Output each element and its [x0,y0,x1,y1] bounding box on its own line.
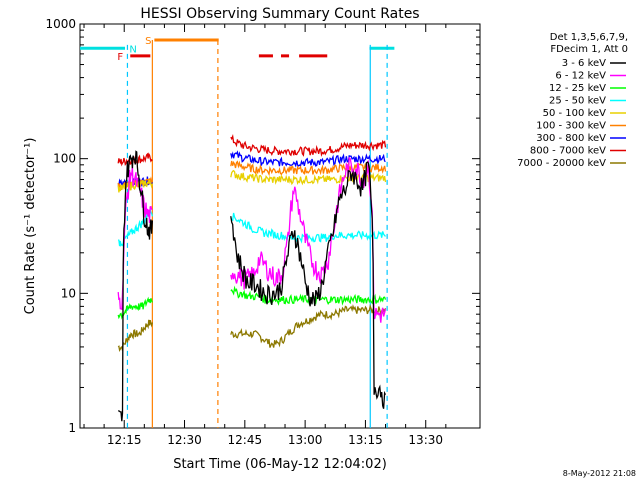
legend-entry-label: 7000 - 20000 keV [517,158,606,169]
series-line [117,319,154,352]
y-tick-label: 1 [68,421,76,435]
x-axis-label: Start Time (06-May-12 12:04:02) [173,457,387,472]
legend-entry-label: 6 - 12 keV [555,71,606,82]
legend-entry-label: 800 - 7000 keV [530,146,606,157]
x-tick-label: 12:15 [107,433,142,447]
y-tick-label: 1000 [45,17,76,31]
series-line [230,212,386,244]
x-tick-label: 12:30 [167,433,202,447]
legend-entry-label: 3 - 6 keV [562,58,606,69]
series-line [230,150,386,168]
axes: 1 10 100 1000 12:15 12:30 12:45 13:00 13:15 13:30 [45,17,480,447]
legend-entry-label: 25 - 50 keV [549,96,606,107]
legend-entry-label: 50 - 100 keV [543,108,607,119]
series-line [230,160,387,177]
x-tick-label: 13:00 [288,433,323,447]
series-line [117,296,153,320]
flag-label: N [129,44,136,55]
series-line [230,156,387,323]
x-tick-label: 12:45 [228,433,263,447]
x-tick-label: 13:30 [408,433,443,447]
plot-area: FNS [80,36,395,428]
y-axis-label: Count Rate (s⁻¹ detector⁻¹) [23,138,38,315]
legend-entry-label: 100 - 300 keV [536,121,606,132]
date-stamp: 8-May-2012 21:08 [563,469,636,478]
series-line [230,285,387,306]
series-line [230,304,387,348]
y-tick-label: 100 [53,152,76,166]
x-tick-label: 13:15 [348,433,383,447]
legend-header: FDecim 1, Att 0 [550,44,628,55]
legend-entry-label: 12 - 25 keV [549,83,606,94]
series-line [117,150,154,422]
legend-header: Det 1,3,5,6,7,9, [550,32,628,43]
plot-frame [79,23,481,429]
flag-label: F [117,52,123,63]
series-line [117,179,154,193]
series-line [230,161,387,409]
legend-entry-label: 300 - 800 keV [536,133,606,144]
y-tick-label: 10 [61,286,76,300]
series-line [230,133,387,157]
flag-label: S [145,36,151,47]
legend: Det 1,3,5,6,7,9,FDecim 1, Att 0 3 - 6 keV… [517,32,628,169]
chart-title: HESSI Observing Summary Count Rates [140,6,419,22]
